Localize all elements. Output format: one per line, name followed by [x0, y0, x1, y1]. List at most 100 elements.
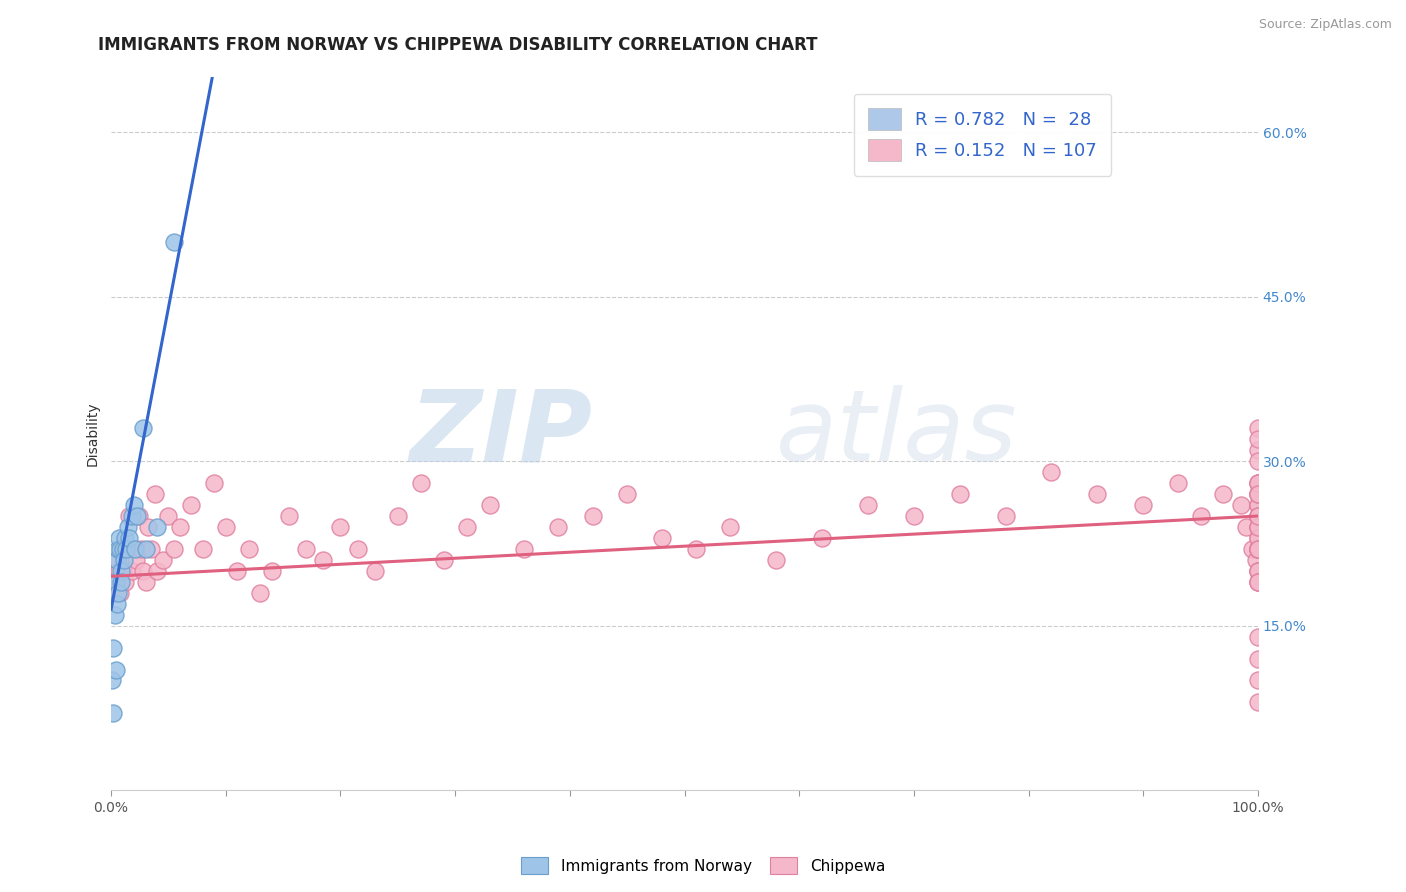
- Point: [134, 574, 156, 589]
- Point: [1247, 541, 1270, 556]
- Point: [1247, 487, 1270, 501]
- Point: [1132, 498, 1154, 512]
- Point: [651, 531, 673, 545]
- Point: [115, 541, 138, 556]
- Point: [1247, 509, 1270, 524]
- Point: [1247, 476, 1270, 491]
- Point: [456, 520, 478, 534]
- Point: [226, 564, 249, 578]
- Point: [108, 564, 131, 578]
- Point: [312, 553, 335, 567]
- Point: [1236, 520, 1258, 534]
- Point: [1247, 541, 1270, 556]
- Point: [105, 553, 128, 567]
- Point: [105, 597, 128, 611]
- Point: [122, 498, 145, 512]
- Point: [118, 531, 141, 545]
- Point: [103, 574, 125, 589]
- Point: [1247, 454, 1270, 468]
- Point: [1189, 509, 1212, 524]
- Point: [143, 487, 166, 501]
- Point: [146, 520, 169, 534]
- Point: [616, 487, 638, 501]
- Text: Source: ZipAtlas.com: Source: ZipAtlas.com: [1258, 18, 1392, 31]
- Point: [169, 520, 191, 534]
- Point: [364, 564, 387, 578]
- Point: [547, 520, 569, 534]
- Point: [856, 498, 879, 512]
- Text: ZIP: ZIP: [409, 385, 593, 483]
- Point: [1247, 487, 1270, 501]
- Point: [1247, 520, 1270, 534]
- Point: [105, 553, 128, 567]
- Point: [103, 640, 125, 655]
- Point: [1229, 498, 1251, 512]
- Point: [1247, 673, 1270, 688]
- Point: [1244, 553, 1267, 567]
- Point: [1247, 432, 1270, 446]
- Point: [128, 509, 150, 524]
- Point: [1247, 421, 1270, 435]
- Point: [110, 574, 132, 589]
- Point: [215, 520, 238, 534]
- Point: [409, 476, 432, 491]
- Point: [1247, 520, 1270, 534]
- Point: [107, 586, 129, 600]
- Point: [146, 564, 169, 578]
- Point: [111, 541, 134, 556]
- Point: [1247, 487, 1270, 501]
- Point: [1247, 476, 1270, 491]
- Point: [1247, 574, 1270, 589]
- Legend: Immigrants from Norway, Chippewa: Immigrants from Norway, Chippewa: [515, 851, 891, 880]
- Point: [1247, 541, 1270, 556]
- Point: [478, 498, 501, 512]
- Legend: R = 0.782   N =  28, R = 0.152   N = 107: R = 0.782 N = 28, R = 0.152 N = 107: [853, 94, 1111, 176]
- Point: [1247, 574, 1270, 589]
- Point: [134, 541, 156, 556]
- Point: [1247, 443, 1270, 458]
- Point: [114, 574, 136, 589]
- Point: [132, 564, 155, 578]
- Point: [121, 509, 143, 524]
- Point: [129, 541, 152, 556]
- Point: [685, 541, 707, 556]
- Point: [1212, 487, 1234, 501]
- Point: [1247, 520, 1270, 534]
- Point: [811, 531, 834, 545]
- Point: [238, 541, 260, 556]
- Point: [110, 586, 132, 600]
- Point: [103, 706, 125, 721]
- Point: [1247, 531, 1270, 545]
- Point: [1247, 509, 1270, 524]
- Point: [104, 663, 127, 677]
- Point: [1247, 498, 1270, 512]
- Point: [107, 541, 129, 556]
- Point: [163, 235, 186, 249]
- Point: [115, 541, 138, 556]
- Point: [249, 586, 271, 600]
- Point: [765, 553, 787, 567]
- Point: [1247, 498, 1270, 512]
- Point: [1247, 509, 1270, 524]
- Point: [101, 673, 124, 688]
- Point: [1247, 476, 1270, 491]
- Point: [122, 541, 145, 556]
- Point: [117, 520, 139, 534]
- Point: [118, 509, 141, 524]
- Point: [433, 553, 456, 567]
- Text: atlas: atlas: [776, 385, 1018, 483]
- Point: [125, 553, 148, 567]
- Point: [1247, 564, 1270, 578]
- Point: [1167, 476, 1189, 491]
- Point: [277, 509, 299, 524]
- Point: [136, 520, 159, 534]
- Point: [104, 574, 127, 589]
- Point: [1085, 487, 1108, 501]
- Point: [1247, 564, 1270, 578]
- Point: [1247, 630, 1270, 644]
- Point: [582, 509, 605, 524]
- Point: [112, 553, 135, 567]
- Point: [1247, 531, 1270, 545]
- Point: [107, 574, 129, 589]
- Point: [260, 564, 283, 578]
